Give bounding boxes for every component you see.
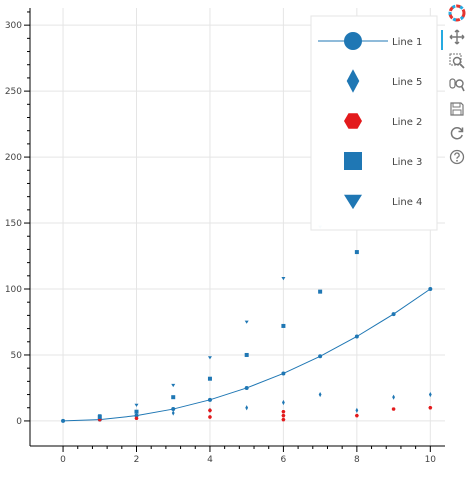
data-point bbox=[318, 289, 323, 294]
wheel-zoom-icon[interactable] bbox=[448, 76, 466, 94]
active-tool-indicator bbox=[441, 30, 443, 50]
data-point bbox=[245, 405, 249, 411]
series-line-5 bbox=[98, 391, 432, 421]
x-tick-label: 0 bbox=[60, 455, 66, 465]
data-point bbox=[318, 354, 323, 359]
data-point bbox=[134, 409, 139, 414]
data-point bbox=[282, 399, 285, 406]
legend-label: Line 3 bbox=[392, 157, 422, 168]
legend-item: Line 3 bbox=[344, 152, 422, 170]
x-tick-label: 2 bbox=[134, 455, 140, 465]
data-point bbox=[207, 415, 212, 419]
data-point bbox=[428, 406, 433, 410]
legend-label: Line 4 bbox=[392, 197, 422, 208]
pan-icon[interactable] bbox=[448, 28, 466, 46]
data-point bbox=[244, 320, 249, 324]
legend-glyph bbox=[344, 152, 362, 170]
data-point bbox=[354, 413, 359, 418]
x-tick-label: 6 bbox=[281, 455, 287, 465]
legend-item: Line 1 bbox=[318, 32, 422, 50]
data-point bbox=[354, 334, 359, 339]
data-point bbox=[244, 352, 249, 357]
reset-icon[interactable] bbox=[448, 124, 466, 142]
legend-label: Line 5 bbox=[392, 77, 422, 88]
data-point bbox=[244, 385, 249, 390]
data-point bbox=[281, 323, 286, 328]
data-point bbox=[207, 397, 212, 402]
data-point bbox=[281, 409, 286, 414]
x-tick-label: 10 bbox=[425, 455, 437, 465]
data-point bbox=[171, 410, 175, 416]
y-tick-label: 0 bbox=[16, 417, 22, 427]
y-tick-label: 50 bbox=[11, 351, 23, 361]
legend: Line 1 Line 5 Line 2 Line 3 Line 4 bbox=[310, 15, 438, 231]
data-point bbox=[97, 414, 102, 418]
data-point bbox=[391, 407, 396, 411]
data-point bbox=[171, 383, 176, 388]
data-point bbox=[428, 287, 433, 292]
legend-item: Line 5 bbox=[346, 69, 422, 93]
box-zoom-icon[interactable] bbox=[448, 52, 466, 70]
data-point bbox=[318, 391, 322, 398]
legend-item: Line 2 bbox=[344, 113, 422, 129]
x-tick-label: 8 bbox=[354, 455, 360, 465]
y-tick-label: 300 bbox=[5, 21, 22, 31]
legend-glyph bbox=[344, 32, 362, 50]
data-point bbox=[134, 403, 139, 407]
bokeh-logo-icon[interactable] bbox=[448, 4, 466, 22]
data-point bbox=[207, 408, 212, 413]
y-tick-label: 250 bbox=[5, 87, 22, 97]
data-point bbox=[354, 250, 359, 255]
data-point bbox=[392, 394, 395, 400]
data-point bbox=[355, 407, 359, 413]
series-line-2 bbox=[97, 406, 433, 422]
legend-glyph bbox=[344, 194, 362, 210]
data-point bbox=[207, 376, 212, 381]
legend-glyph bbox=[346, 69, 360, 93]
data-point bbox=[281, 371, 286, 376]
data-point bbox=[281, 413, 286, 418]
data-point bbox=[134, 416, 139, 421]
x-tick-label: 4 bbox=[207, 455, 213, 465]
save-icon[interactable] bbox=[448, 100, 466, 118]
legend-item: Line 4 bbox=[344, 194, 422, 210]
y-tick-label: 100 bbox=[5, 285, 22, 295]
toolbar bbox=[440, 0, 474, 200]
data-point bbox=[171, 407, 176, 412]
y-tick-label: 200 bbox=[5, 153, 22, 163]
legend-label: Line 1 bbox=[392, 37, 422, 48]
data-point bbox=[135, 413, 138, 419]
data-point bbox=[61, 418, 66, 423]
help-icon[interactable] bbox=[448, 148, 466, 166]
legend-label: Line 2 bbox=[392, 117, 422, 128]
data-point bbox=[428, 391, 432, 398]
y-tick-label: 150 bbox=[5, 219, 22, 229]
legend-glyph bbox=[344, 113, 362, 129]
data-point bbox=[281, 277, 286, 281]
data-point bbox=[281, 417, 286, 422]
legend-box bbox=[310, 15, 438, 231]
data-point bbox=[391, 312, 396, 317]
data-point bbox=[207, 356, 212, 360]
data-point bbox=[171, 395, 176, 400]
